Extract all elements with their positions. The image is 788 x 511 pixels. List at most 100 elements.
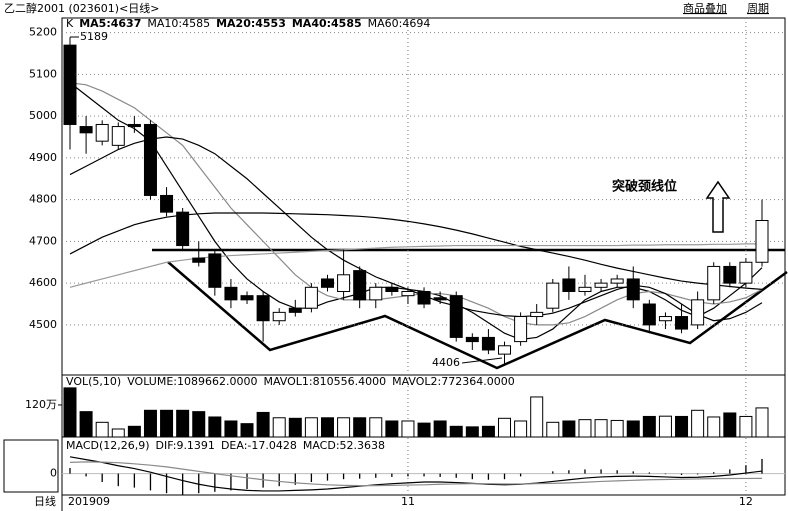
ma-line (69, 136, 763, 322)
y-tick-label: 0 (50, 467, 57, 480)
w-pattern (167, 261, 788, 370)
volume-bar (546, 421, 560, 438)
window-title: 乙二醇2001 (023601)<日线> (4, 1, 160, 15)
candle-body (192, 257, 206, 263)
volume-bar (63, 387, 77, 438)
volume-bar (610, 419, 624, 438)
candle-body (578, 286, 592, 292)
volume-bar (353, 417, 367, 438)
candle-body (675, 316, 689, 330)
volume-bar (224, 420, 238, 438)
volume-bar (208, 416, 222, 438)
volume-bar (562, 420, 576, 438)
candle-body (337, 274, 351, 292)
macd-line (69, 461, 763, 487)
volume-bar (514, 420, 528, 438)
y-tick-label: 5200 (29, 26, 57, 39)
candle-body (739, 261, 753, 284)
volume-bar (95, 421, 109, 438)
x-tick-label: 201909 (68, 495, 110, 508)
candle-body (530, 311, 544, 318)
volume-bar (401, 420, 415, 438)
legend-item: MACD:52.3638 (303, 439, 385, 452)
candle-body (755, 220, 769, 263)
x-tick-label: 11 (401, 495, 415, 508)
y-tick-label: 4600 (29, 276, 57, 289)
candle-body (562, 278, 576, 292)
legend-item: MACD(12,26,9) (66, 439, 150, 452)
volume-bar (755, 407, 769, 438)
ma-line (69, 243, 762, 288)
legend-item: MA20:4553 (216, 17, 286, 30)
volume-bar (160, 409, 174, 438)
candle-body (304, 286, 318, 309)
legend-item: MA5:4637 (79, 17, 141, 30)
volume-bar (240, 423, 254, 438)
candle-body (707, 265, 721, 301)
candle-body (691, 299, 705, 326)
legend-item: MAVOL2:772364.0000 (392, 375, 515, 388)
volume-bar (320, 417, 334, 438)
volume-bar (192, 411, 206, 438)
legend-item: DIF:9.1391 (156, 439, 215, 452)
candle-body (465, 336, 479, 343)
volume-bar (658, 415, 672, 438)
ma-line (69, 82, 763, 326)
volume-bar (337, 417, 351, 438)
overlay-button[interactable]: 商品叠加 (683, 1, 727, 15)
breakout-arrow (705, 180, 731, 233)
volume-bar (385, 420, 399, 438)
candle-body (642, 303, 656, 326)
volume-bar (481, 425, 495, 438)
candle-body (626, 278, 640, 301)
volume-bar (256, 411, 270, 438)
candle-body (498, 345, 512, 355)
volume-bar (127, 425, 141, 438)
candle-body (111, 126, 125, 146)
candle-body (240, 295, 254, 301)
candle-body (176, 211, 190, 247)
y-tick-label: 5000 (29, 109, 57, 122)
candle-body (95, 123, 109, 142)
volume-bar (79, 411, 93, 438)
candle-body (143, 123, 157, 196)
volume-bar (739, 415, 753, 438)
volume-bar (675, 415, 689, 438)
candle-body (481, 336, 495, 351)
legend-item: VOL(5,10) (66, 375, 121, 388)
y-tick-label: 4900 (29, 151, 57, 164)
volume-bar (578, 419, 592, 438)
candle-body (546, 282, 560, 309)
macd-side-box (3, 439, 59, 493)
period-button[interactable]: 周期 (747, 2, 769, 15)
candle-body (514, 316, 528, 343)
macd-line (69, 456, 763, 492)
candle-body (79, 126, 93, 134)
volume-bar (304, 417, 318, 438)
legend-item: MA10:4585 (147, 17, 210, 30)
volume-bar (176, 409, 190, 438)
y-tick-label: 4700 (29, 234, 57, 247)
legend-item: MA40:4585 (292, 17, 362, 30)
legend-item: VOLUME:1089662.0000 (127, 375, 257, 388)
candle-body (208, 253, 222, 288)
x-axis-label: 日线 (34, 494, 56, 508)
volume-bar (530, 396, 544, 438)
volume-bar (369, 417, 383, 438)
candle-body (353, 270, 367, 301)
volume-bar (723, 412, 737, 438)
volume-bar (143, 409, 157, 438)
volume-bar (626, 420, 640, 438)
volume-bar (691, 409, 705, 438)
candle-body (385, 286, 399, 292)
low-label: 4406 (432, 356, 460, 369)
low-pointer (461, 357, 503, 364)
legend-item: K (66, 17, 74, 30)
volume-bar (465, 426, 479, 438)
candle-body (320, 278, 334, 288)
volume-bar (707, 416, 721, 438)
candle-body (272, 311, 286, 322)
y-tick-label: 4500 (29, 318, 57, 331)
candle-body (401, 290, 415, 297)
legend-item: MAVOL1:810556.4000 (263, 375, 386, 388)
